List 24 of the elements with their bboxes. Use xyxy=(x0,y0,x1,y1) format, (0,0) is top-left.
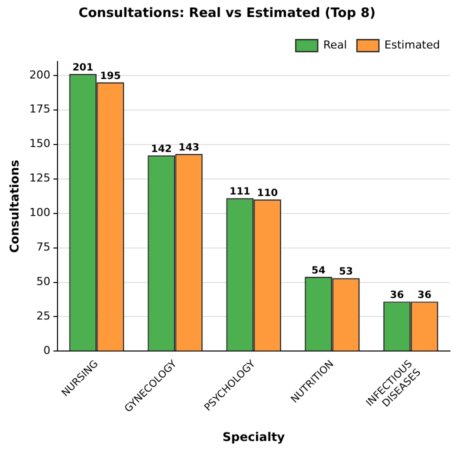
y-tick-label: 50 xyxy=(36,275,50,288)
chart-title: Consultations: Real vs Estimated (Top 8) xyxy=(78,6,376,22)
data-label: 201 xyxy=(72,62,94,74)
y-tick-label: 150 xyxy=(29,137,50,150)
y-tick-label: 75 xyxy=(36,240,50,254)
y-tick-label: 175 xyxy=(29,102,50,116)
data-label: 195 xyxy=(100,70,121,82)
data-label: 54 xyxy=(312,265,326,276)
data-label: 111 xyxy=(230,186,250,198)
y-tick-label: 100 xyxy=(29,206,50,220)
data-label: 53 xyxy=(339,266,353,278)
data-label: 143 xyxy=(178,142,200,154)
x-axis-title: Specialty xyxy=(222,430,286,444)
legend-label: Estimated xyxy=(384,38,440,52)
y-tick-label: 125 xyxy=(29,172,50,185)
data-label: 110 xyxy=(257,188,278,200)
data-label: 142 xyxy=(151,144,172,155)
data-label: 36 xyxy=(418,290,432,302)
y-axis-title: Consultations xyxy=(7,160,22,253)
y-tick-label: 0 xyxy=(43,344,50,358)
data-label: 36 xyxy=(390,290,404,302)
y-tick-label: 25 xyxy=(36,310,50,323)
legend-label: Real xyxy=(323,38,347,52)
y-tick-label: 200 xyxy=(29,68,50,82)
